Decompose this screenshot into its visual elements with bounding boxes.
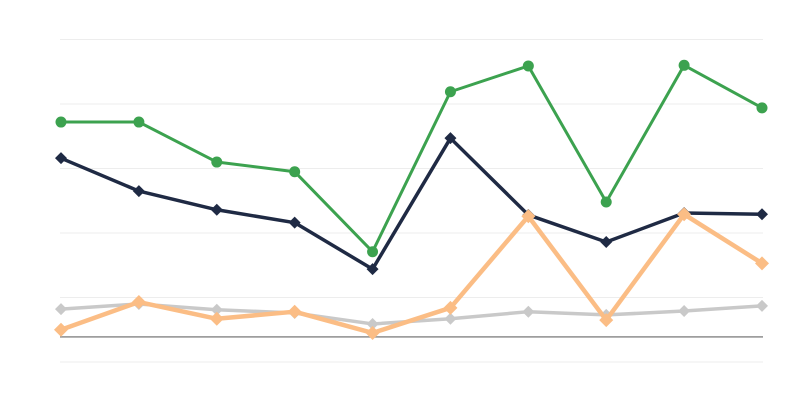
green-series-marker <box>678 59 690 71</box>
orange-series-marker <box>677 207 692 222</box>
green-series-marker <box>600 196 612 208</box>
green-series-marker <box>211 156 223 168</box>
gray-series-marker <box>55 303 67 316</box>
navy-series-marker <box>600 236 613 249</box>
navy-series-marker <box>756 208 768 221</box>
green-series-marker <box>55 116 67 128</box>
green-series-marker <box>133 116 145 128</box>
green-series-marker <box>367 246 379 258</box>
orange-series-marker <box>287 304 302 319</box>
orange-series-marker <box>599 313 614 328</box>
orange-series-marker <box>521 209 536 224</box>
orange-series-marker <box>54 322 68 337</box>
navy-series-line <box>59 136 764 271</box>
gray-series-marker <box>444 312 457 325</box>
gray-series-marker <box>366 317 379 330</box>
gray-series-marker <box>678 305 691 318</box>
navy-series-marker <box>366 263 379 276</box>
gray-series-marker <box>756 299 768 312</box>
navy-series-marker <box>288 216 301 229</box>
orange-series-marker <box>131 295 146 310</box>
orange-series-line <box>58 212 765 336</box>
green-series-line <box>59 63 764 254</box>
green-series-marker <box>444 86 456 98</box>
gray-series-marker <box>210 303 223 316</box>
orange-series-marker <box>209 311 224 326</box>
gray-series-marker <box>522 305 535 318</box>
navy-series-marker <box>55 152 67 165</box>
navy-series-marker <box>132 185 145 198</box>
orange-series-marker <box>755 256 769 271</box>
navy-series-marker <box>210 203 223 216</box>
green-series-marker <box>756 102 768 114</box>
green-series-marker <box>522 60 534 72</box>
orange-series-marker <box>443 300 458 315</box>
navy-series-marker <box>444 132 457 145</box>
green-series-marker <box>289 166 301 178</box>
orange-series-marker <box>365 325 380 340</box>
